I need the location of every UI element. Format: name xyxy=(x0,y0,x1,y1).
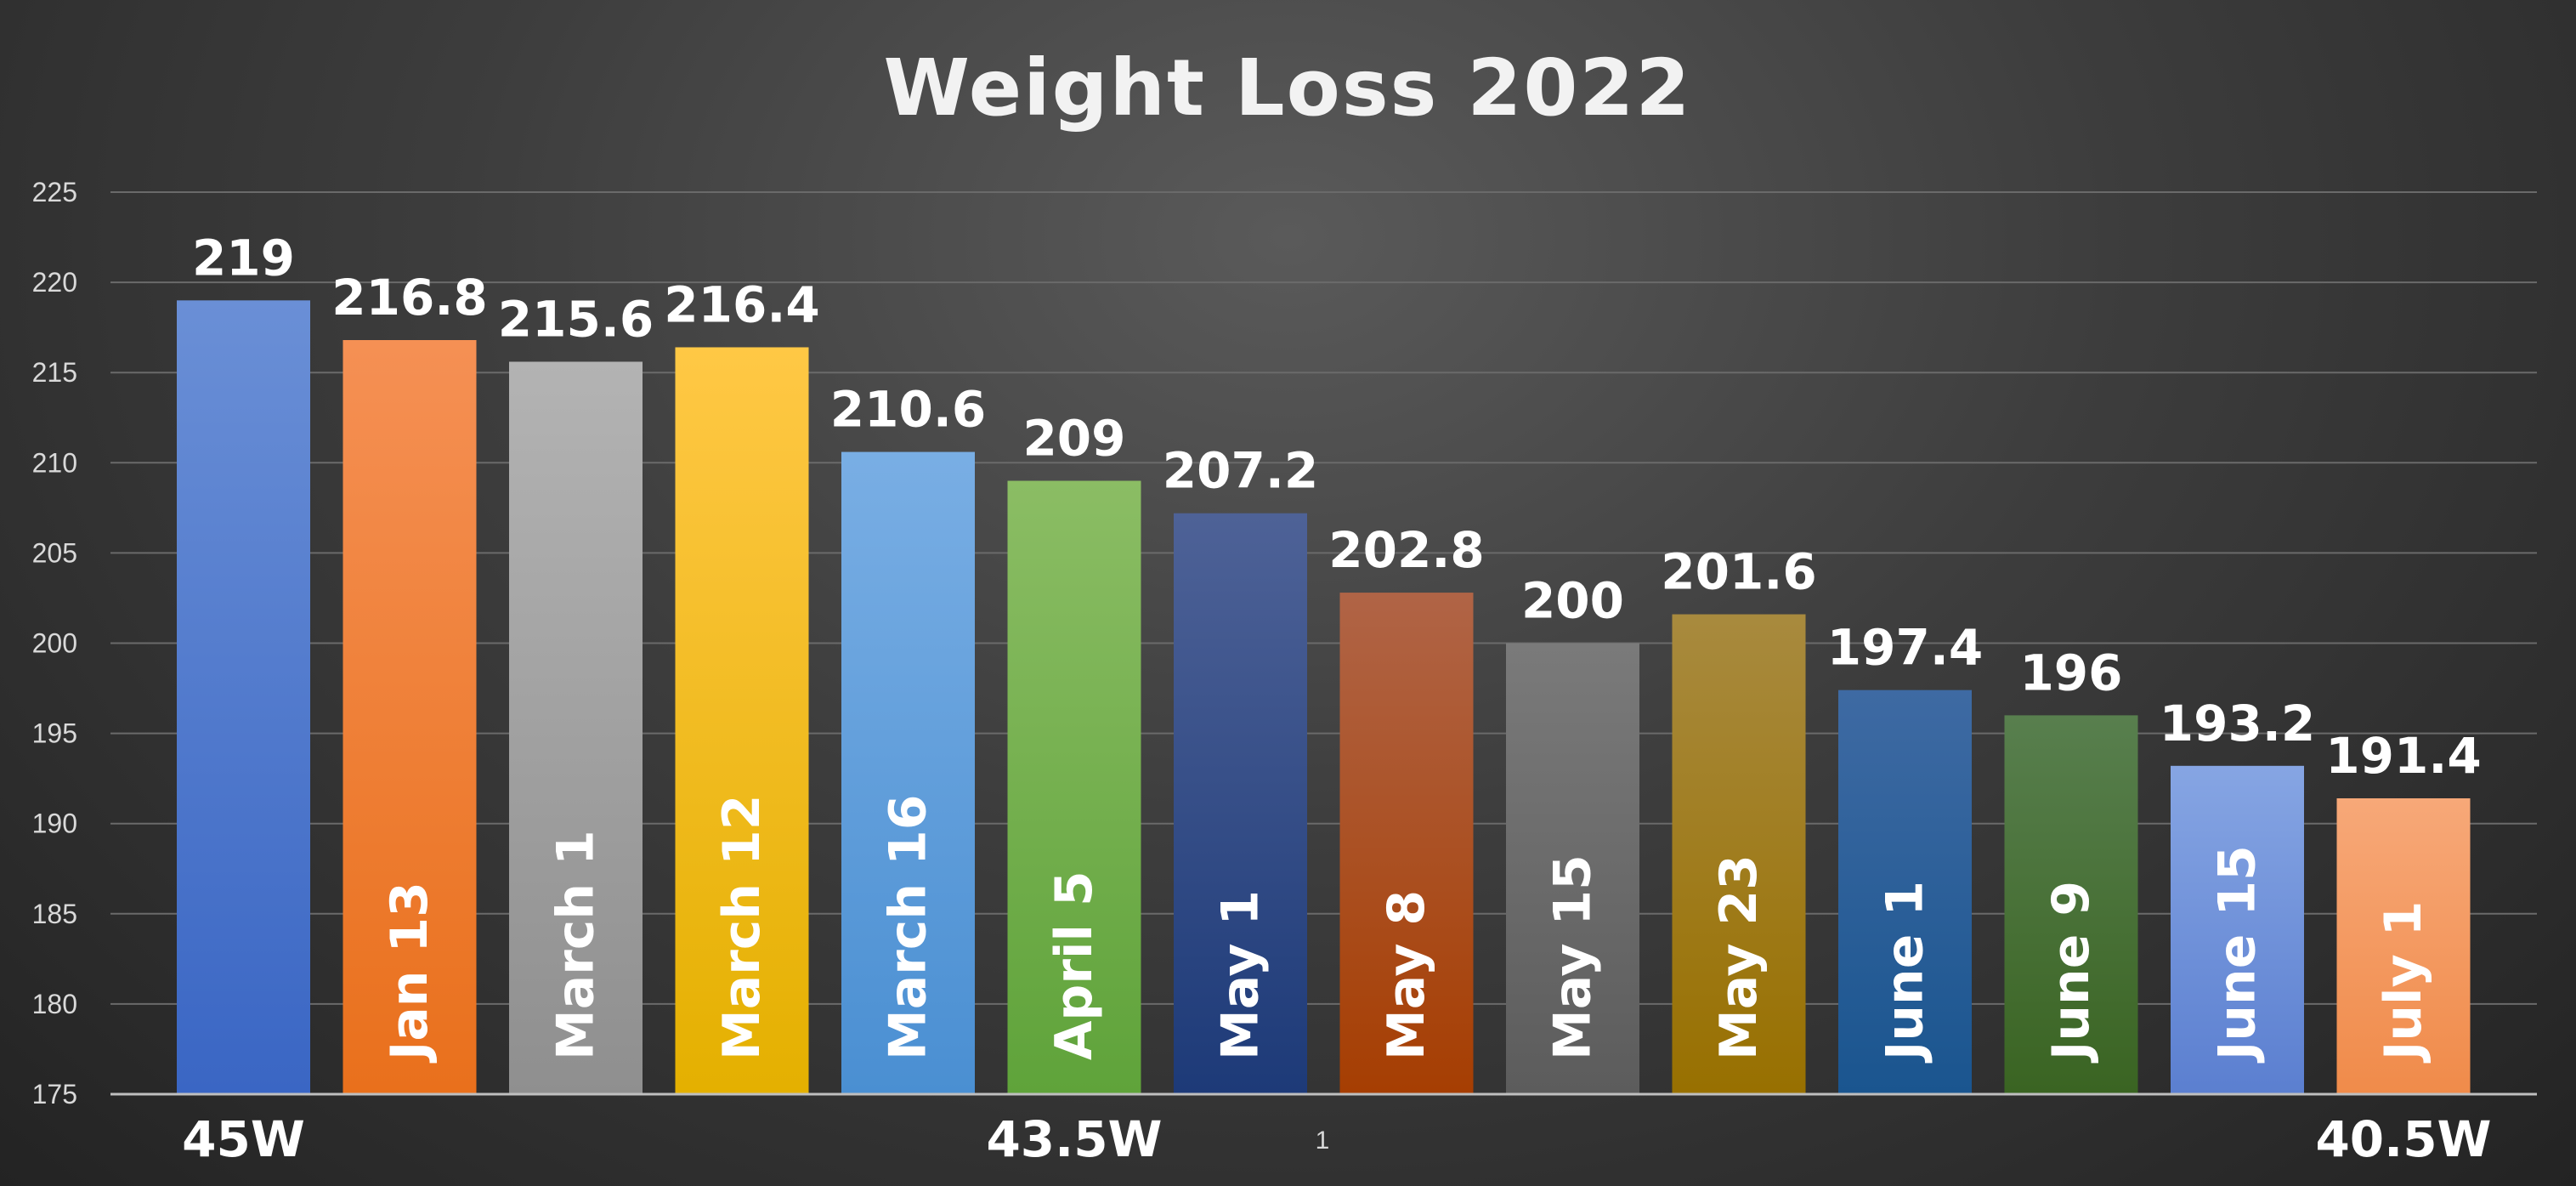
y-tick-label: 180 xyxy=(32,989,77,1019)
category-label: May 23 xyxy=(1709,854,1769,1060)
category-label: March 1 xyxy=(546,830,606,1060)
bar xyxy=(1007,480,1141,1094)
y-tick-label: 185 xyxy=(32,899,77,929)
bar xyxy=(841,451,975,1094)
value-label: 216.8 xyxy=(331,269,487,326)
bar xyxy=(2004,715,2138,1094)
category-label: May 15 xyxy=(1543,854,1603,1060)
y-tick-label: 175 xyxy=(32,1079,77,1109)
bars xyxy=(177,300,2471,1094)
category-label: July 1 xyxy=(2374,901,2433,1064)
bar xyxy=(177,300,310,1094)
y-tick-label: 200 xyxy=(32,628,77,659)
category-label: April 5 xyxy=(1045,871,1104,1060)
bar xyxy=(2336,797,2471,1094)
y-axis-ticks: 175 180 185 190 195 200 205 210 215 220 225 xyxy=(32,177,77,1109)
category-label: June 9 xyxy=(2041,881,2101,1064)
value-label: 200 xyxy=(1521,572,1624,630)
chart-title: Weight Loss 2022 xyxy=(884,43,1692,133)
value-label: 191.4 xyxy=(2325,727,2481,785)
bar xyxy=(1672,614,1806,1094)
bottom-annotation: 45W xyxy=(182,1110,305,1168)
page-number: 1 xyxy=(1316,1126,1330,1155)
category-label: Jan 13 xyxy=(380,882,439,1064)
y-tick-label: 195 xyxy=(32,718,77,749)
value-label: 193.2 xyxy=(2160,695,2315,752)
y-tick-label: 205 xyxy=(32,537,77,568)
y-tick-label: 190 xyxy=(32,809,77,839)
bar xyxy=(2171,765,2304,1094)
y-tick-label: 225 xyxy=(32,177,77,207)
bottom-annotation: 43.5W xyxy=(986,1110,1162,1168)
category-label: May 8 xyxy=(1377,890,1436,1060)
y-tick-label: 210 xyxy=(32,447,77,478)
bar xyxy=(509,361,643,1094)
bar xyxy=(1339,593,1474,1094)
y-tick-label: 215 xyxy=(32,357,77,388)
value-label: 207.2 xyxy=(1163,442,1318,500)
bottom-annotations: 45W 43.5W 40.5W xyxy=(182,1110,2491,1168)
category-label: June 1 xyxy=(1876,881,1935,1064)
category-label: June 15 xyxy=(2208,845,2267,1064)
value-label: 215.6 xyxy=(498,290,654,348)
category-label: March 16 xyxy=(879,795,938,1060)
bar xyxy=(1838,689,1972,1094)
value-label: 209 xyxy=(1022,410,1125,468)
value-label: 219 xyxy=(192,229,295,287)
value-label: 210.6 xyxy=(830,381,986,439)
category-label: March 12 xyxy=(712,795,772,1060)
value-label: 216.4 xyxy=(664,275,819,333)
bar xyxy=(1506,643,1639,1094)
category-label: May 1 xyxy=(1211,890,1271,1060)
bottom-annotation: 40.5W xyxy=(2315,1110,2491,1168)
value-label: 201.6 xyxy=(1661,543,1816,601)
bar xyxy=(675,347,809,1094)
value-label: 202.8 xyxy=(1328,521,1484,579)
value-label: 197.4 xyxy=(1827,619,1983,677)
y-tick-label: 220 xyxy=(32,267,77,298)
bar xyxy=(1174,513,1307,1094)
bar xyxy=(343,340,477,1094)
value-label: 196 xyxy=(2019,644,2122,701)
category-labels: Jan 13 March 1 March 12 March 16 April 5 May … xyxy=(380,795,2433,1064)
